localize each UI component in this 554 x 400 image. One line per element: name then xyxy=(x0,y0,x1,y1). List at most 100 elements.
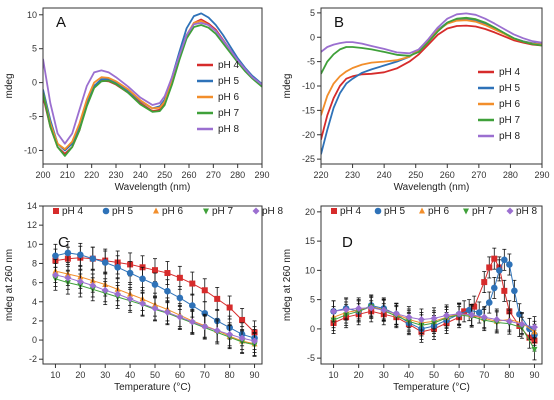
y-tick-label: 2 xyxy=(32,316,37,326)
y-tick-label: -5 xyxy=(307,57,315,67)
legend-label: pH 6 xyxy=(428,206,450,217)
data-point xyxy=(238,334,246,342)
x-tick-label: 50 xyxy=(429,370,439,380)
data-point xyxy=(139,275,146,283)
data-point xyxy=(64,249,72,257)
legend-label: pH 4 xyxy=(62,206,84,217)
data-point xyxy=(89,281,97,289)
legend-marker xyxy=(203,208,209,215)
legend: pH 4 pH 5 pH 6 pH 7 pH 8 xyxy=(197,60,240,135)
x-tick-label: 30 xyxy=(100,370,110,380)
series-ph-7-line xyxy=(321,16,542,75)
y-tick-label: 15 xyxy=(305,236,315,246)
data-point xyxy=(164,287,171,295)
y-tick-label: 20 xyxy=(305,207,315,217)
x-axis-label: Wavelength (nm) xyxy=(115,182,191,193)
y-tick-label: 0 xyxy=(32,335,37,345)
data-point xyxy=(501,287,508,294)
legend-label: pH 7 xyxy=(472,206,494,217)
panel-a: 200 210 220 230 240 250 260 270 280 290 -10 -5 0 5 10 W… xyxy=(4,7,270,193)
legend-label: pH 5 xyxy=(112,206,134,217)
plot-area xyxy=(43,12,262,157)
data-point xyxy=(505,317,513,325)
y-tick-label: 0 xyxy=(310,32,315,42)
legend-marker xyxy=(374,207,382,215)
panel-c: 10 20 30 40 50 60 70 80 90 -2 0 2 4 6 8 10 12 14 Temperatu… xyxy=(4,201,284,393)
x-tick-label: 80 xyxy=(225,370,235,380)
data-point xyxy=(511,287,518,295)
x-tick-label: 80 xyxy=(504,370,514,380)
legend-label: pH 7 xyxy=(212,206,234,217)
data-point xyxy=(355,304,363,312)
y-tick-label: 0 xyxy=(310,324,315,334)
y-tick-label: 5 xyxy=(32,44,37,54)
plot-frame xyxy=(42,7,263,165)
data-point xyxy=(493,316,501,324)
y-tick-label: -15 xyxy=(302,105,315,115)
legend-marker xyxy=(506,207,514,215)
data-point xyxy=(163,308,171,316)
legend-label: pH 7 xyxy=(218,108,240,119)
legend-label: pH 5 xyxy=(384,206,406,217)
data-point xyxy=(342,306,350,314)
y-tick-label: 8 xyxy=(32,258,37,268)
x-tick-label: 240 xyxy=(377,170,392,180)
data-point xyxy=(480,313,488,321)
y-tick-label: -10 xyxy=(302,81,315,91)
data-point xyxy=(392,310,400,318)
x-tick-label: 200 xyxy=(35,170,50,180)
data-point xyxy=(51,271,59,279)
data-point xyxy=(201,287,208,294)
x-tick-label: 10 xyxy=(329,370,339,380)
data-point xyxy=(126,269,134,277)
x-tick-label: 60 xyxy=(454,370,464,380)
data-point xyxy=(189,302,196,309)
data-point xyxy=(126,295,134,303)
y-tick-label: 10 xyxy=(27,10,37,20)
y-tick-label: 10 xyxy=(27,239,37,249)
panel-d: 10 20 30 40 50 60 70 80 90 -5 0 5 10 15 20 Temperature … xyxy=(282,205,543,393)
x-axis-label: Wavelength (nm) xyxy=(394,182,470,193)
data-point xyxy=(201,323,209,331)
data-point xyxy=(52,252,59,260)
x-tick-label: 10 xyxy=(50,370,60,380)
data-point xyxy=(164,270,171,277)
y-axis-label: mdeg at 260 nm xyxy=(282,249,293,321)
legend-marker xyxy=(419,207,425,214)
data-point xyxy=(139,300,147,308)
legend-label: pH 4 xyxy=(499,67,521,78)
y-tick-label: -5 xyxy=(307,353,315,363)
panel-label: A xyxy=(56,14,66,31)
y-tick-label: 5 xyxy=(310,295,315,305)
data-point xyxy=(490,284,498,292)
legend-label: pH 4 xyxy=(340,206,362,217)
series-ph-5 xyxy=(52,241,258,351)
data-point xyxy=(176,313,184,321)
data-point xyxy=(461,308,468,315)
plot-frame xyxy=(320,7,543,165)
series-ph-4-line xyxy=(321,24,542,140)
x-tick-label: 90 xyxy=(529,370,539,380)
legend-label: pH 4 xyxy=(218,60,240,71)
x-tick-label: 70 xyxy=(479,370,489,380)
legend-marker xyxy=(463,208,469,215)
data-point xyxy=(188,318,196,326)
x-tick-label: 270 xyxy=(471,170,486,180)
x-tick-label: 50 xyxy=(150,370,160,380)
panel-label: D xyxy=(342,234,353,251)
x-axis-label: Temperature (°C) xyxy=(393,382,470,393)
x-tick-label: 20 xyxy=(75,370,85,380)
plot-area xyxy=(321,12,542,155)
series-ph-8 xyxy=(330,296,538,339)
data-point xyxy=(239,316,246,323)
legend-marker xyxy=(331,208,337,214)
data-point xyxy=(367,304,375,312)
data-point xyxy=(501,256,508,264)
data-point xyxy=(101,259,109,266)
x-tick-label: 230 xyxy=(108,170,123,180)
legend-label: pH 8 xyxy=(516,206,538,217)
legend-label: pH 5 xyxy=(218,76,240,87)
x-tick-label: 60 xyxy=(175,370,185,380)
x-tick-label: 220 xyxy=(84,170,99,180)
